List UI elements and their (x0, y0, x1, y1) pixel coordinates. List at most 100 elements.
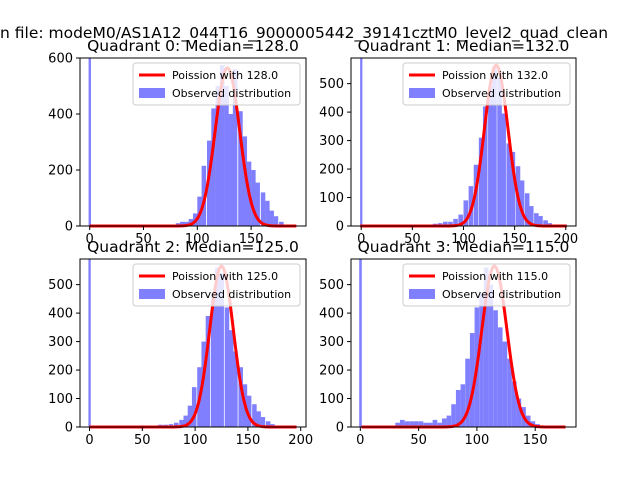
histogram-bar (242, 136, 248, 226)
y-tick-label: 300 (48, 335, 73, 350)
x-tick-label: 0 (357, 232, 365, 247)
histogram-bar (507, 358, 512, 427)
histogram-bar (404, 421, 410, 427)
y-tick-label: 200 (48, 164, 73, 179)
subplot-2: 0 50 100 150 200 0 100 200 300 400 500 Poission wit… (48, 238, 313, 448)
histogram-bar (273, 216, 279, 226)
histogram-bar (206, 140, 212, 226)
histogram-bar (483, 267, 489, 427)
histogram-bar (448, 221, 453, 226)
histogram-bar (224, 307, 230, 427)
histogram-bar (88, 259, 91, 427)
histogram-bar (465, 358, 470, 427)
subplot-1: 0 50 100 150 200 0 100 200 300 400 500 Poission wit… (319, 37, 578, 247)
histogram-bar (443, 221, 448, 226)
y-tick-label: 0 (336, 220, 344, 235)
subplot-title: Quadrant 0: Median=128.0 (87, 37, 299, 55)
y-tick-label: 100 (319, 191, 344, 206)
x-tick-label: 100 (451, 232, 476, 247)
histogram-bar (469, 333, 475, 427)
histogram-bar (395, 422, 400, 427)
legend-label-poisson: Poission with 128.0 (172, 69, 278, 82)
histogram-bar (497, 77, 502, 226)
y-tick-label: 500 (319, 77, 344, 92)
histogram-bar (233, 351, 238, 427)
x-tick-label: 100 (183, 433, 208, 448)
histogram-bar (497, 327, 503, 427)
y-tick-label: 500 (319, 278, 344, 293)
histogram-bar (528, 206, 534, 226)
histogram-bar (260, 192, 266, 226)
x-tick-label: 0 (85, 433, 93, 448)
histogram-bar (228, 114, 234, 226)
histogram-bar (437, 422, 442, 427)
histogram-bar (191, 387, 197, 427)
histogram-bar (219, 273, 224, 427)
histogram-bar (479, 293, 484, 427)
y-tick-label: 400 (319, 307, 344, 322)
histogram-bar (399, 419, 405, 427)
histogram-bar (516, 398, 522, 427)
legend-box (132, 62, 301, 106)
histogram-bar (418, 421, 424, 427)
y-tick-label: 500 (48, 278, 73, 293)
legend-label-poisson: Poission with 132.0 (442, 69, 548, 82)
histogram-bar (215, 86, 221, 226)
histogram-bar (260, 417, 266, 427)
y-tick-label: 200 (319, 163, 344, 178)
y-tick-label: 300 (319, 134, 344, 149)
histogram-bar (211, 108, 216, 226)
histogram-bar (265, 200, 270, 226)
histogram-bar (501, 113, 506, 226)
histogram-bar (413, 421, 419, 427)
y-tick-label: 100 (48, 392, 73, 407)
axes-frame (79, 258, 307, 428)
histogram-bar (232, 69, 238, 226)
histogram-bar (463, 200, 469, 226)
histogram-bar (238, 111, 243, 226)
histogram-bar (251, 170, 256, 226)
histogram-bar (506, 143, 512, 226)
x-tick-label: 150 (236, 433, 261, 448)
x-tick-label: 50 (404, 232, 421, 247)
histogram-bar (228, 330, 234, 427)
histogram-bar (460, 384, 466, 427)
histogram-bar (451, 404, 456, 427)
y-tick-label: 0 (65, 220, 73, 235)
legend-label-observed: Observed distribution (442, 87, 561, 100)
histogram-bar (183, 415, 189, 427)
histogram-bar (488, 284, 494, 427)
legend-bar-swatch (139, 289, 165, 299)
histogram-bar (493, 310, 498, 427)
x-tick-label: 200 (288, 433, 313, 448)
legend-label-observed: Observed distribution (442, 288, 561, 301)
histogram-bar (453, 218, 458, 226)
histogram-bar (255, 182, 260, 226)
histogram-bar (538, 216, 543, 226)
histogram-bar (458, 214, 463, 226)
y-tick-label: 200 (319, 364, 344, 379)
histogram-bar (488, 86, 493, 226)
histogram-bar (360, 58, 363, 226)
legend-bar-swatch (409, 88, 435, 98)
legend-label-poisson: Poission with 125.0 (172, 270, 278, 283)
histogram-bar (179, 419, 184, 427)
legend-bar-swatch (409, 289, 435, 299)
x-tick-label: 0 (86, 232, 94, 247)
subplot-title: Quadrant 3: Median=115.0 (358, 238, 570, 256)
histogram-bar (519, 180, 525, 226)
subplot-title: Quadrant 1: Median=132.0 (358, 37, 570, 55)
subplot-3: 0 50 100 150 0 100 200 300 400 500 Poission with 1… (319, 238, 577, 448)
figure-suptitle: n file: modeM0/AS1A12_044T16_9000005442_… (0, 24, 609, 42)
legend-box (402, 62, 571, 106)
x-tick-label: 100 (185, 232, 210, 247)
histogram-bar (511, 381, 517, 427)
subplot-title: Quadrant 2: Median=125.0 (87, 238, 299, 256)
y-tick-label: 400 (319, 106, 344, 121)
histogram-bar (215, 267, 220, 427)
legend-bar-swatch (139, 88, 165, 98)
x-tick-label: 50 (134, 433, 151, 448)
histogram-bar (482, 106, 488, 226)
histogram-bar (524, 193, 530, 226)
y-tick-label: 400 (48, 108, 73, 123)
